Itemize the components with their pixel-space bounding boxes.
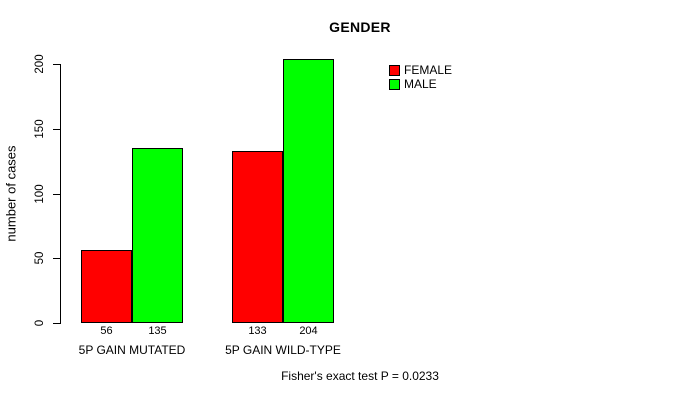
legend-swatch-male bbox=[389, 78, 400, 90]
y-tick-mark bbox=[53, 322, 60, 324]
y-tick-label: 200 bbox=[34, 54, 46, 74]
y-axis-line bbox=[60, 64, 61, 324]
chart-title: GENDER bbox=[329, 19, 391, 35]
y-tick-mark bbox=[53, 128, 60, 130]
bar-value-label: 56 bbox=[100, 325, 113, 337]
legend-swatch-female bbox=[389, 65, 400, 76]
y-tick-label: 100 bbox=[34, 183, 46, 204]
bar-value-label: 204 bbox=[299, 325, 318, 337]
bar-value-label: 135 bbox=[148, 325, 167, 337]
bar-male-5p-gain-wild-type bbox=[283, 59, 334, 323]
y-tick-mark bbox=[53, 193, 60, 195]
legend-label-female: FEMALE bbox=[404, 63, 453, 77]
y-tick-label: 150 bbox=[34, 119, 46, 139]
legend-label-male: MALE bbox=[404, 76, 437, 91]
bar-female-5p-gain-wild-type bbox=[232, 150, 283, 323]
bar-male-5p-gain-mutated bbox=[132, 148, 183, 323]
category-label-5p-gain-mutated: 5P GAIN MUTATED bbox=[78, 343, 186, 357]
bar-female-5p-gain-mutated bbox=[81, 250, 132, 323]
y-tick-mark bbox=[53, 64, 60, 66]
category-label-5p-gain-wild-type: 5P GAIN WILD-TYPE bbox=[225, 343, 341, 357]
annotation-fisher-test: Fisher's exact test P = 0.0233 bbox=[281, 369, 439, 383]
y-tick-label: 0 bbox=[34, 319, 46, 326]
y-tick-mark bbox=[53, 258, 60, 260]
bar-value-label: 133 bbox=[248, 325, 267, 337]
y-tick-label: 50 bbox=[34, 251, 46, 265]
